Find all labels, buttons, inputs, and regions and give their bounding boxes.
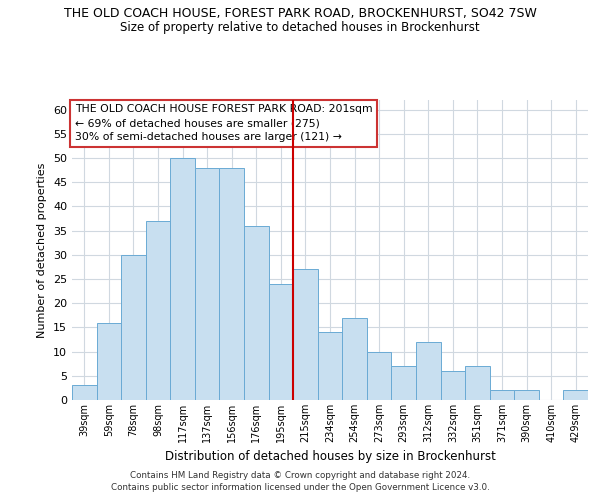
Text: THE OLD COACH HOUSE FOREST PARK ROAD: 201sqm
← 69% of detached houses are smalle: THE OLD COACH HOUSE FOREST PARK ROAD: 20…: [74, 104, 372, 142]
Bar: [440, 371, 465, 400]
Y-axis label: Number of detached properties: Number of detached properties: [37, 162, 47, 338]
Bar: [97, 322, 121, 400]
Bar: [244, 226, 269, 400]
Text: THE OLD COACH HOUSE, FOREST PARK ROAD, BROCKENHURST, SO42 7SW: THE OLD COACH HOUSE, FOREST PARK ROAD, B…: [64, 8, 536, 20]
Bar: [367, 352, 391, 400]
Bar: [121, 255, 146, 400]
Bar: [416, 342, 440, 400]
Bar: [514, 390, 539, 400]
Bar: [146, 221, 170, 400]
Bar: [220, 168, 244, 400]
Bar: [342, 318, 367, 400]
Bar: [318, 332, 342, 400]
Bar: [563, 390, 588, 400]
Bar: [269, 284, 293, 400]
Bar: [170, 158, 195, 400]
Text: Contains HM Land Registry data © Crown copyright and database right 2024.: Contains HM Land Registry data © Crown c…: [130, 471, 470, 480]
Bar: [195, 168, 220, 400]
Bar: [465, 366, 490, 400]
Bar: [293, 270, 318, 400]
Bar: [72, 386, 97, 400]
Bar: [391, 366, 416, 400]
Bar: [490, 390, 514, 400]
Text: Contains public sector information licensed under the Open Government Licence v3: Contains public sector information licen…: [110, 484, 490, 492]
Text: Distribution of detached houses by size in Brockenhurst: Distribution of detached houses by size …: [164, 450, 496, 463]
Text: Size of property relative to detached houses in Brockenhurst: Size of property relative to detached ho…: [120, 21, 480, 34]
